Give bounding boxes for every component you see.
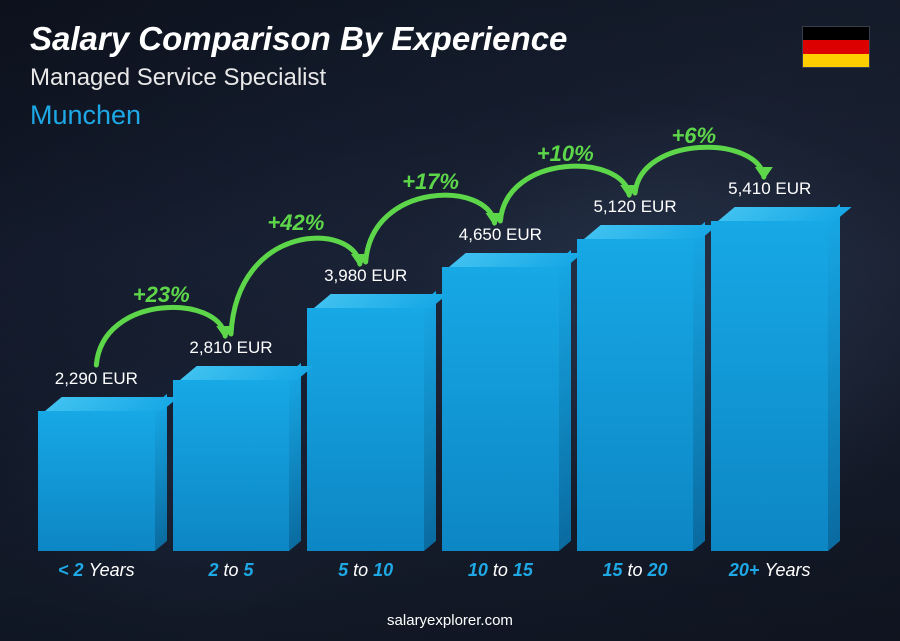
bar-slot-2: 3,980 EUR [307, 266, 424, 551]
bar-front-face [173, 380, 290, 551]
bar-top-face [718, 207, 851, 221]
bar-top-face [449, 253, 582, 267]
footer-attribution: salaryexplorer.com [0, 612, 900, 629]
flag-stripe-gold [803, 54, 869, 67]
bar-3d [442, 253, 559, 551]
bar-slot-4: 5,120 EUR [577, 197, 694, 551]
bar-slot-3: 4,650 EUR [442, 225, 559, 551]
germany-flag-icon [802, 26, 870, 68]
bar-top-face [180, 366, 313, 380]
bar-3d [173, 366, 290, 551]
bar-top-face [45, 397, 178, 411]
bar-slot-1: 2,810 EUR [173, 338, 290, 551]
chart-area: 2,290 EUR2,810 EUR3,980 EUR4,650 EUR5,12… [38, 155, 828, 581]
flag-stripe-black [803, 27, 869, 40]
bar-3d [38, 397, 155, 551]
header: Salary Comparison By Experience Managed … [30, 20, 870, 131]
bar-top-face [584, 225, 717, 239]
chart-title: Salary Comparison By Experience [30, 20, 870, 58]
bar-front-face [442, 267, 559, 551]
bar-side-face [828, 204, 840, 551]
bar-slot-5: 5,410 EUR [711, 179, 828, 551]
bar-3d [577, 225, 694, 551]
bar-3d [307, 294, 424, 551]
chart-location: Munchen [30, 100, 870, 131]
infographic-canvas: Salary Comparison By Experience Managed … [0, 0, 900, 641]
bar-front-face [711, 221, 828, 551]
increase-arrow-icon [38, 155, 828, 581]
percent-increase-label: +6% [671, 123, 716, 149]
bar-front-face [577, 239, 694, 551]
bar-front-face [307, 308, 424, 551]
chart-subtitle: Managed Service Specialist [30, 64, 870, 92]
bar-top-face [314, 294, 447, 308]
flag-stripe-red [803, 40, 869, 53]
bar-3d [711, 207, 828, 551]
bar-front-face [38, 411, 155, 551]
